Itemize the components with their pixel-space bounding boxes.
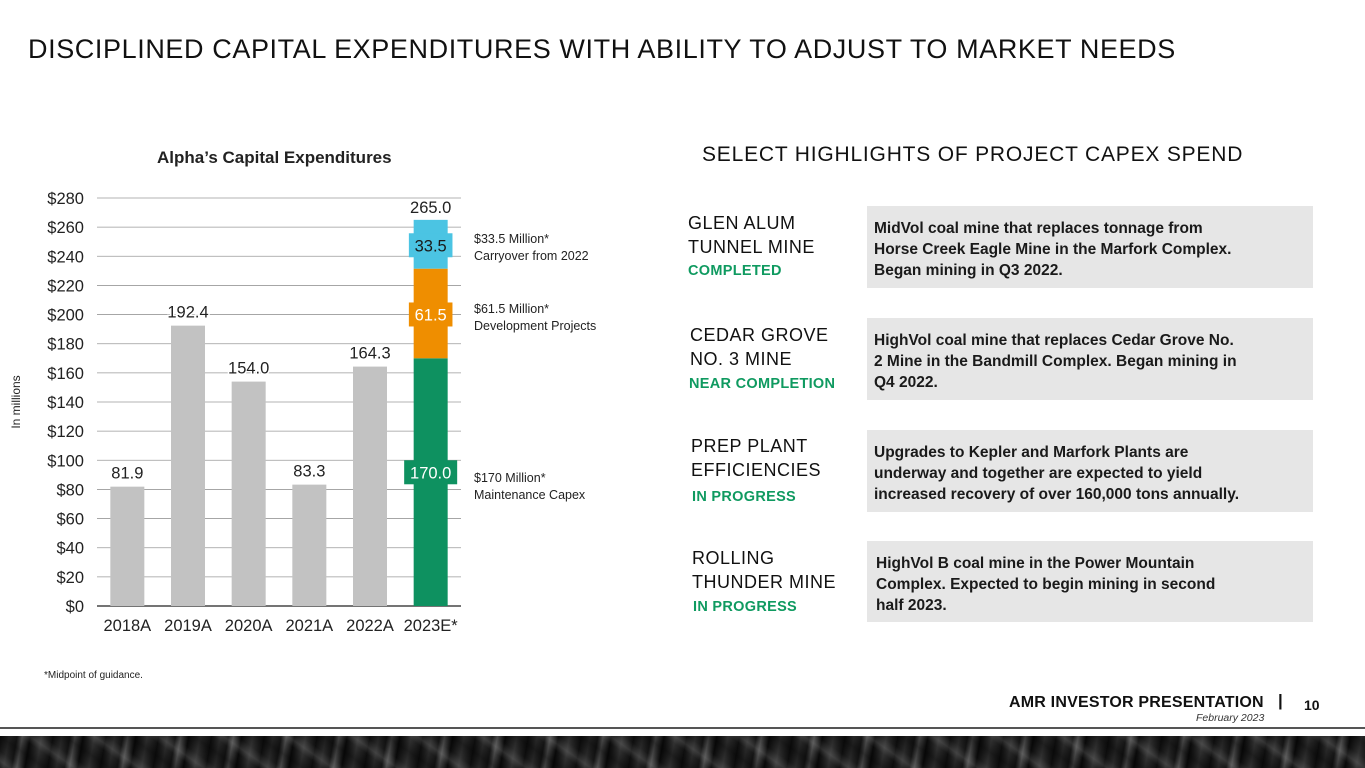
description-line: underway and together are expected to yi… — [874, 465, 1203, 482]
y-tick-label: $80 — [56, 481, 84, 499]
project-name-line: EFFICIENCIES — [691, 460, 822, 480]
y-tick-label: $100 — [47, 452, 84, 470]
description-line: HighVol B coal mine in the Power Mountai… — [876, 555, 1195, 572]
stacked-label-bg — [408, 233, 453, 258]
chart-title: Alpha’s Capital Expenditures — [157, 148, 392, 167]
project-name-line: CEDAR GROVE — [690, 325, 829, 345]
footer-brand: AMR INVESTOR PRESENTATION — [1009, 694, 1264, 711]
x-tick-label: 2020A — [225, 617, 273, 635]
bar-2021A — [292, 484, 327, 606]
y-tick-label: $220 — [47, 277, 84, 295]
annotation-development-amount: $61.5 Million* — [474, 302, 550, 316]
annotation-carryover-label: Carryover from 2022 — [474, 249, 589, 263]
capex-bar-chart: $0 $20 $40 $60 $80 $100 $120 $140 $160 $180 $200 $2… — [9, 190, 461, 635]
annotation-maintenance-amount: $170 Million* — [474, 471, 546, 485]
description-line: HighVol coal mine that replaces Cedar Gr… — [874, 332, 1234, 349]
bar-value-label: 164.3 — [349, 345, 390, 363]
stacked-segment-label: 170.0 — [410, 464, 451, 482]
project-name-glen-alum: GLEN ALUM TUNNEL MINE — [688, 211, 815, 259]
y-tick-label: $240 — [47, 248, 84, 266]
description-line: Upgrades to Kepler and Marfork Plants ar… — [874, 444, 1189, 461]
annotation-carryover-amount: $33.5 Million* — [474, 232, 550, 246]
project-status-glen-alum: COMPLETED — [688, 263, 782, 279]
description-line: half 2023. — [876, 597, 947, 614]
project-status-prep-plant: IN PROGRESS — [692, 489, 797, 505]
y-tick-label: $40 — [56, 540, 84, 558]
annotation-development: $61.5 Million* Development Projects — [474, 301, 596, 335]
y-axis-title: In millions — [9, 375, 23, 428]
project-name-line: THUNDER MINE — [692, 572, 836, 592]
y-tick-label: $0 — [66, 598, 84, 616]
bar-value-label: 81.9 — [111, 465, 143, 483]
description-line: MidVol coal mine that replaces tonnage f… — [874, 220, 1203, 237]
y-tick-label: $60 — [56, 511, 84, 529]
footnote: *Midpoint of guidance. — [44, 670, 143, 681]
bar-2018A — [110, 486, 145, 606]
description-line: Horse Creek Eagle Mine in the Marfork Co… — [874, 241, 1232, 258]
y-tick-label: $160 — [47, 365, 84, 383]
stacked-label-bg — [408, 302, 453, 327]
coal-banner-image — [0, 736, 1365, 768]
x-tick-label: 2022A — [346, 617, 394, 635]
stacked-segment-label: 61.5 — [415, 306, 447, 324]
footer-separator: | — [1278, 691, 1283, 710]
footer-divider — [0, 727, 1365, 729]
bar-2019A — [171, 325, 205, 606]
project-name-line: TUNNEL MINE — [688, 237, 815, 257]
project-name-rolling-thunder: ROLLING THUNDER MINE — [692, 546, 836, 594]
project-description-prep-plant: Upgrades to Kepler and Marfork Plants ar… — [867, 430, 1313, 512]
project-status-rolling-thunder: IN PROGRESS — [693, 599, 798, 615]
project-name-line: PREP PLANT — [691, 436, 808, 456]
annotation-carryover: $33.5 Million* Carryover from 2022 — [474, 231, 589, 265]
description-line: Complex. Expected to begin mining in sec… — [876, 576, 1216, 593]
bar-2022A — [353, 366, 387, 606]
project-name-line: NO. 3 MINE — [690, 349, 793, 369]
bar-value-label: 83.3 — [293, 463, 325, 481]
bar-2020A — [231, 381, 266, 606]
stacked-total-label: 265.0 — [410, 199, 451, 217]
project-description-glen-alum: MidVol coal mine that replaces tonnage f… — [867, 206, 1313, 288]
description-line: Began mining in Q3 2022. — [874, 262, 1063, 279]
bar-value-label: 192.4 — [167, 304, 208, 322]
x-tick-label: 2019A — [164, 617, 212, 635]
x-tick-label: 2018A — [103, 617, 151, 635]
description-line: increased recovery of over 160,000 tons … — [874, 486, 1239, 503]
project-status-cedar-grove: NEAR COMPLETION — [689, 376, 836, 392]
footer-date: February 2023 — [1196, 712, 1265, 724]
bar-value-label: 154.0 — [228, 360, 269, 378]
project-name-line: GLEN ALUM — [688, 213, 796, 233]
description-line: 2 Mine in the Bandmill Complex. Began mi… — [874, 353, 1237, 370]
highlights-title: SELECT HIGHLIGHTS OF PROJECT CAPEX SPEND — [702, 143, 1244, 166]
y-tick-label: $280 — [47, 190, 84, 208]
annotation-maintenance: $170 Million* Maintenance Capex — [474, 470, 585, 504]
project-description-cedar-grove: HighVol coal mine that replaces Cedar Gr… — [867, 318, 1313, 400]
y-tick-label: $140 — [47, 394, 84, 412]
slide-title: DISCIPLINED CAPITAL EXPENDITURES WITH AB… — [28, 34, 1176, 64]
annotation-maintenance-label: Maintenance Capex — [474, 488, 586, 502]
project-description-rolling-thunder: HighVol B coal mine in the Power Mountai… — [867, 541, 1313, 622]
project-name-prep-plant: PREP PLANT EFFICIENCIES — [691, 434, 821, 482]
project-name-cedar-grove: CEDAR GROVE NO. 3 MINE — [690, 323, 829, 371]
description-line: Q4 2022. — [874, 374, 938, 391]
project-name-line: ROLLING — [692, 548, 775, 568]
stacked-label-bg — [404, 460, 458, 485]
y-tick-label: $120 — [47, 423, 84, 441]
y-tick-label: $260 — [47, 219, 84, 237]
stacked-segment-label: 33.5 — [415, 237, 447, 255]
y-tick-label: $20 — [56, 569, 84, 587]
page-number: 10 — [1304, 697, 1320, 713]
y-tick-label: $200 — [47, 307, 84, 325]
x-tick-label: 2021A — [285, 617, 333, 635]
annotation-development-label: Development Projects — [474, 319, 597, 333]
y-tick-label: $180 — [47, 336, 84, 354]
x-tick-label: 2023E* — [404, 617, 459, 635]
